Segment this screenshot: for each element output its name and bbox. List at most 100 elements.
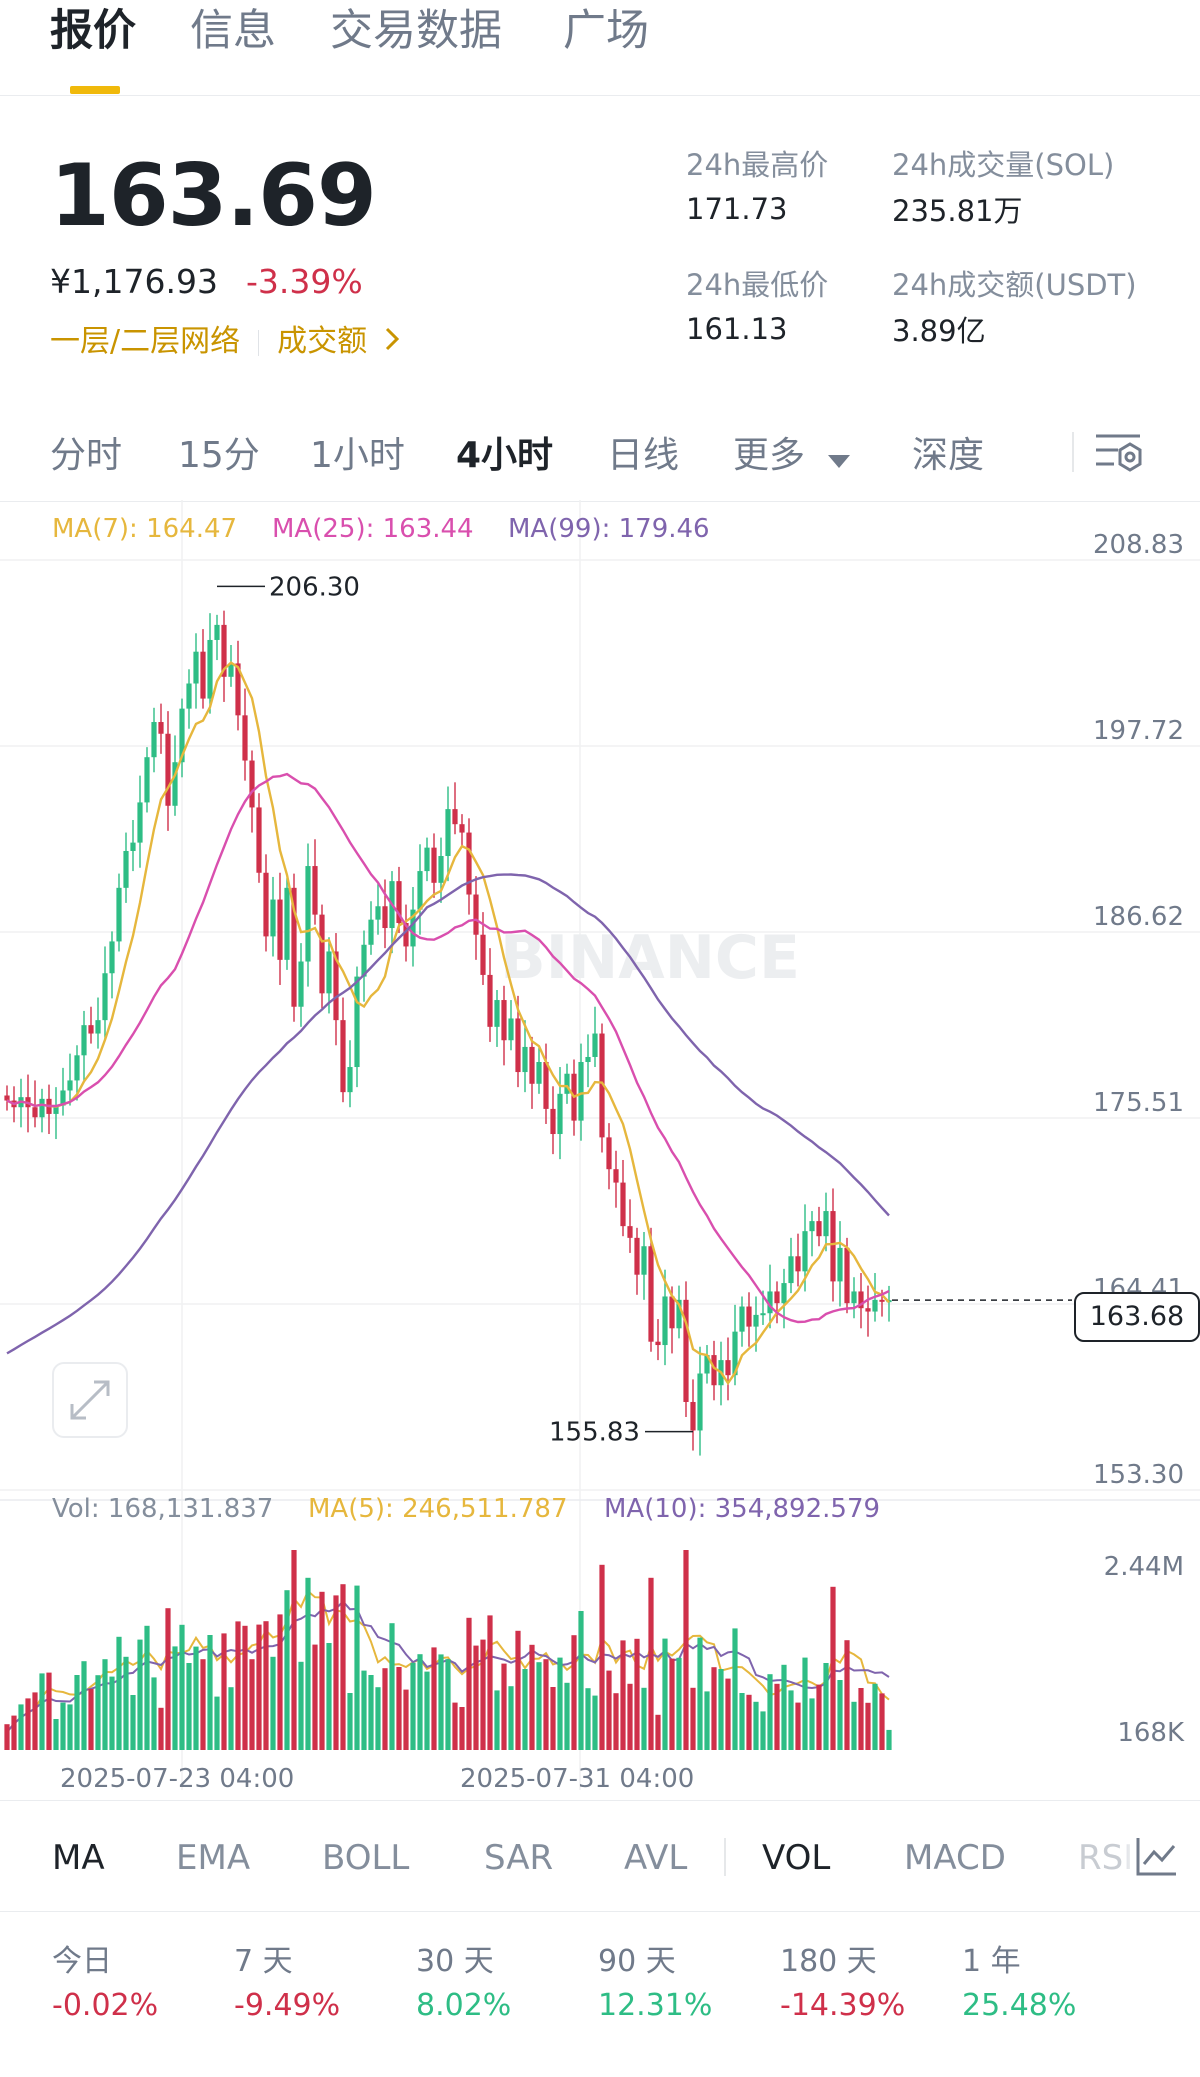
volume-bar	[172, 1646, 178, 1750]
interval-1h[interactable]: 1小时	[310, 435, 405, 476]
volume-bar	[662, 1638, 668, 1750]
volume-bar	[858, 1688, 864, 1750]
volume-bar	[382, 1668, 388, 1750]
volume-bar	[438, 1654, 444, 1750]
candle-body	[858, 1291, 864, 1309]
candle-body	[277, 899, 283, 960]
candle-body	[781, 1283, 787, 1304]
tab-trading-data[interactable]: 交易数据	[330, 6, 502, 56]
candle-body	[739, 1306, 745, 1332]
interval-more[interactable]: 更多	[733, 426, 851, 478]
volume-bar	[137, 1639, 143, 1750]
volume-bar	[809, 1698, 815, 1750]
volume-bar	[228, 1687, 234, 1750]
expand-chart-button[interactable]	[52, 1362, 128, 1438]
perf-value: -9.49%	[234, 1988, 341, 2023]
volume-bar	[669, 1658, 675, 1750]
candle-body	[158, 722, 164, 734]
volume-bar	[298, 1661, 304, 1750]
x-tick-label: 2025-07-31 04:00	[460, 1764, 695, 1794]
volume-bar	[781, 1664, 787, 1750]
perf-label: 1 年	[962, 1944, 1021, 1979]
candle-body	[802, 1231, 808, 1272]
volume-bar	[641, 1687, 647, 1750]
volume-bar	[725, 1678, 731, 1750]
last-price: 163.69	[50, 146, 377, 246]
candle-body	[550, 1108, 556, 1135]
candle-body	[123, 850, 129, 888]
high-24h-label: 24h最高价	[686, 148, 829, 182]
indicator-ema[interactable]: EMA	[176, 1838, 251, 1878]
candle-body	[725, 1360, 731, 1376]
volume-bar	[389, 1623, 395, 1750]
ma-lines	[6, 661, 890, 1733]
indicator-sar[interactable]: SAR	[484, 1838, 554, 1878]
ma7-line	[6, 661, 890, 1386]
volume-bar	[417, 1654, 423, 1750]
volume-bar	[627, 1683, 633, 1750]
perf-label: 180 天	[780, 1944, 877, 1979]
volume-bar	[816, 1684, 822, 1750]
volume-link[interactable]: 成交额	[277, 324, 368, 359]
tag-divider	[258, 329, 260, 356]
indicator-ma[interactable]: MA	[52, 1838, 105, 1878]
tab-info[interactable]: 信息	[190, 6, 276, 56]
volume-bar	[270, 1656, 276, 1750]
volume-sol-label: 24h成交量(SOL)	[892, 148, 1115, 182]
volume-bar	[704, 1691, 710, 1750]
volume-bar	[277, 1614, 283, 1750]
interval-time[interactable]: 分时	[50, 435, 123, 476]
volume-usdt-value: 3.89亿	[892, 314, 986, 348]
candle-body	[200, 651, 206, 699]
candle-body	[361, 944, 367, 977]
volume-bar	[711, 1667, 717, 1750]
volume-sol-value: 235.81万	[892, 194, 1023, 228]
high-price-label: 206.30	[269, 572, 360, 602]
interval-1d[interactable]: 日线	[607, 435, 680, 476]
indicator-boll[interactable]: BOLL	[322, 1838, 410, 1878]
chevron-right-icon[interactable]	[385, 324, 399, 359]
volume-bar	[193, 1646, 199, 1750]
candle-body	[557, 1093, 563, 1135]
candle-body	[662, 1296, 668, 1346]
volume-bar	[445, 1659, 451, 1750]
layer-tag[interactable]: 一层/二层网络	[50, 324, 241, 359]
candle-body	[186, 683, 192, 709]
x-tick-label: 2025-07-23 04:00	[60, 1764, 295, 1794]
indicator-avl[interactable]: AVL	[624, 1838, 688, 1878]
price-annotations: 206.30 155.83	[217, 572, 1072, 1448]
perf-label: 30 天	[416, 1944, 494, 1979]
volume-bar	[158, 1707, 164, 1750]
volume-bar	[592, 1695, 598, 1750]
indicator-vol[interactable]: VOL	[762, 1838, 831, 1878]
volume-bar	[102, 1659, 108, 1750]
candle-body	[431, 847, 437, 883]
price-chart[interactable]: BINANCE 206.30 155.83	[0, 500, 1200, 1800]
interval-separator	[1072, 432, 1074, 472]
volume-bar	[767, 1674, 773, 1750]
interval-4h[interactable]: 4小时	[456, 435, 554, 476]
interval-15m[interactable]: 15分	[178, 435, 260, 476]
indicator-settings-icon[interactable]	[1124, 1832, 1180, 1880]
volume-bar	[522, 1669, 528, 1750]
volume-bar	[473, 1645, 479, 1750]
perf-value: 8.02%	[416, 1988, 512, 2023]
candle-body	[39, 1098, 45, 1118]
indicator-bar	[0, 1800, 1200, 1912]
depth-tab[interactable]: 深度	[912, 435, 985, 476]
volume-bar	[200, 1659, 206, 1750]
candle-body	[228, 663, 234, 677]
volume-bar	[319, 1591, 325, 1750]
tab-square[interactable]: 广场	[563, 6, 649, 56]
volume-bar	[340, 1584, 346, 1750]
volume-bar	[550, 1687, 556, 1750]
candle-body	[767, 1291, 773, 1314]
tab-quote[interactable]: 报价	[50, 6, 136, 56]
active-tab-indicator	[70, 86, 120, 94]
candle-body	[592, 1033, 598, 1057]
volume-bar	[32, 1692, 38, 1750]
indicator-macd[interactable]: MACD	[904, 1838, 1006, 1878]
volume-bar	[690, 1687, 696, 1750]
candle-body	[494, 1000, 500, 1027]
chart-settings-icon[interactable]	[1094, 430, 1144, 476]
